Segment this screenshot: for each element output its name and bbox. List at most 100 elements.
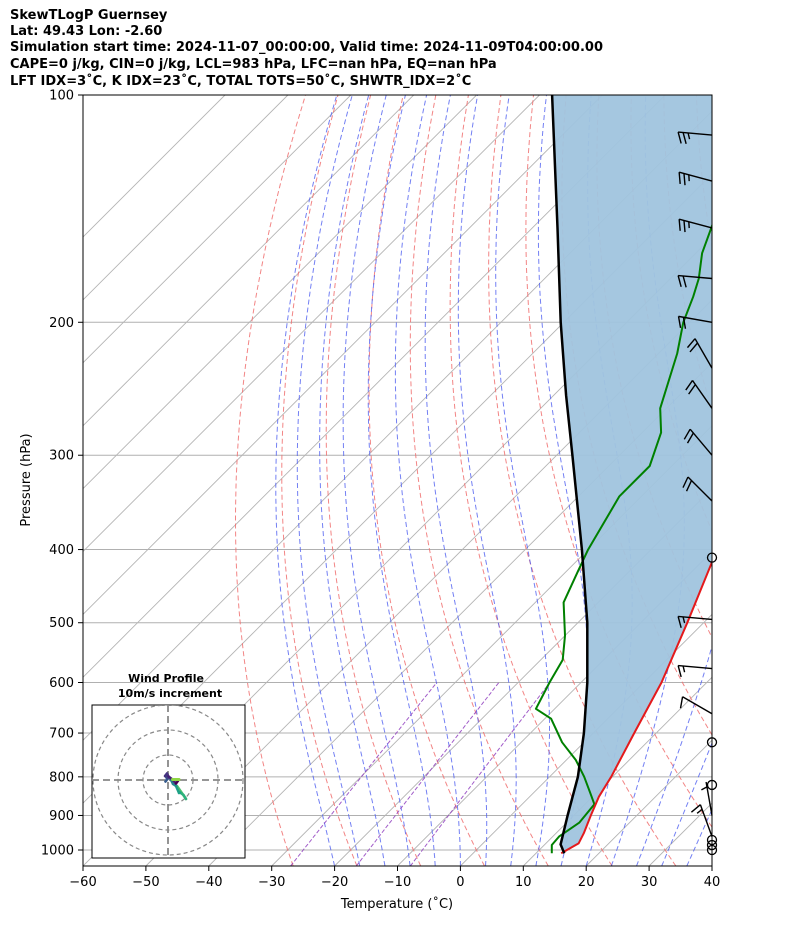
inset-title: Wind Profile xyxy=(128,672,204,685)
moist-adiabat xyxy=(275,95,338,866)
cin-shading xyxy=(552,95,712,854)
moist-adiabat xyxy=(394,95,461,866)
barb-flag-half xyxy=(688,174,690,182)
barb-flag-half xyxy=(688,221,690,229)
y-tick-label: 900 xyxy=(49,809,74,824)
dry-adiabat xyxy=(409,95,549,866)
wind-barb xyxy=(677,131,713,145)
isotherm-line xyxy=(83,95,289,301)
wind-profile-inset xyxy=(91,704,246,859)
x-tick-label: −30 xyxy=(258,875,285,890)
location-line: Lat: 49.43 Lon: -2.60 xyxy=(10,24,163,39)
y-axis-label: Pressure (hPa) xyxy=(19,433,34,526)
barb-flag-full xyxy=(686,432,694,444)
barb-flag-full xyxy=(678,172,681,184)
barb-flag-full xyxy=(689,342,699,353)
stability-indices-line: LFT IDX=3˚C, K IDX=23˚C, TOTAL TOTS=50˚C… xyxy=(10,74,472,89)
mixing-ratio-line xyxy=(290,682,438,866)
barb-flag-full xyxy=(683,428,691,440)
y-tick-label: 600 xyxy=(49,676,74,691)
x-tick-label: −50 xyxy=(132,875,159,890)
moist-adiabat xyxy=(737,95,794,866)
y-tick-label: 800 xyxy=(49,770,74,785)
x-tick-label: 40 xyxy=(704,875,721,890)
isotherm-line xyxy=(83,95,477,490)
y-tick-label: 400 xyxy=(49,543,74,558)
wind-barb xyxy=(682,476,713,502)
y-tick-label: 100 xyxy=(49,89,74,104)
wind-barb xyxy=(677,664,713,678)
isotherm-line xyxy=(83,95,352,364)
temperature-line xyxy=(560,559,712,855)
barb-flag-full xyxy=(682,275,687,288)
isotherm-line xyxy=(83,95,666,678)
dewpoint-line xyxy=(534,223,712,854)
barb-flag-full xyxy=(677,275,682,288)
moist-adiabat xyxy=(367,95,436,866)
dry-adiabat xyxy=(235,95,306,866)
barb-flag-full xyxy=(685,480,693,492)
parcel-line xyxy=(550,95,589,854)
barb-flag-half xyxy=(701,786,708,791)
moist-adiabat xyxy=(296,95,361,866)
wind-barb xyxy=(678,171,713,186)
barb-flag-full xyxy=(685,380,694,391)
hodograph-ring xyxy=(92,705,244,856)
moist-adiabat xyxy=(661,741,712,866)
isotherm-line xyxy=(83,95,226,238)
barb-flag-full xyxy=(690,804,701,813)
barb-flag-full xyxy=(686,338,696,349)
dry-adiabat xyxy=(281,95,358,866)
barb-flag-full xyxy=(683,220,686,233)
isotherm-line xyxy=(145,299,712,866)
barb-flag-half xyxy=(696,808,703,814)
barb-flag-full xyxy=(688,384,696,395)
moist-adiabat xyxy=(711,864,712,866)
barb-flag-half xyxy=(682,665,686,673)
isotherm-line xyxy=(271,425,712,866)
wind-barb xyxy=(679,696,713,715)
x-axis-label: Temperature (˚C) xyxy=(340,896,453,912)
cape-indices-line: CAPE=0 j/kg, CIN=0 j/kg, LCL=983 hPa, LF… xyxy=(10,57,497,72)
x-tick-label: 20 xyxy=(578,875,595,890)
wind-barb xyxy=(701,781,713,816)
chart-title: SkewTLogP Guernsey xyxy=(10,8,168,23)
barb-flag-full xyxy=(677,665,682,678)
wind-barb xyxy=(686,338,713,369)
y-tick-label: 200 xyxy=(49,316,74,331)
moist-adiabat xyxy=(537,95,589,866)
wind-barb xyxy=(677,274,713,288)
barb-flag-full xyxy=(683,173,686,186)
moist-adiabat xyxy=(762,95,794,866)
moist-adiabat xyxy=(424,95,488,866)
inset-content xyxy=(92,705,245,858)
barb-flag-full xyxy=(682,132,687,145)
dry-adiabat xyxy=(368,95,485,866)
barb-flag-full xyxy=(678,219,681,231)
isotherm-line xyxy=(397,550,712,866)
moist-adiabat xyxy=(457,95,517,866)
moist-adiabat xyxy=(319,95,386,866)
barb-flag-full xyxy=(682,476,689,488)
y-tick-label: 700 xyxy=(49,727,74,742)
x-tick-label: −40 xyxy=(195,875,222,890)
wind-barb xyxy=(677,315,713,329)
x-tick-label: −60 xyxy=(69,875,96,890)
moist-adiabat xyxy=(342,95,411,866)
barb-flag-full xyxy=(679,696,684,709)
moist-adiabat xyxy=(495,95,550,866)
mixing-ratio-line xyxy=(409,682,551,866)
x-tick-label: −10 xyxy=(384,875,411,890)
x-tick-label: 0 xyxy=(456,875,464,890)
isotherm-line xyxy=(83,95,415,427)
wind-barb xyxy=(678,218,713,233)
barb-flag-half xyxy=(682,616,686,624)
dry-adiabat xyxy=(729,95,794,866)
isotherm-line xyxy=(334,487,712,866)
wind-barb xyxy=(685,380,713,409)
x-tick-label: −20 xyxy=(321,875,348,890)
wind-barb xyxy=(690,804,713,837)
y-tick-label: 1000 xyxy=(41,844,74,859)
simulation-time-line: Simulation start time: 2024-11-07_00:00:… xyxy=(10,40,603,55)
